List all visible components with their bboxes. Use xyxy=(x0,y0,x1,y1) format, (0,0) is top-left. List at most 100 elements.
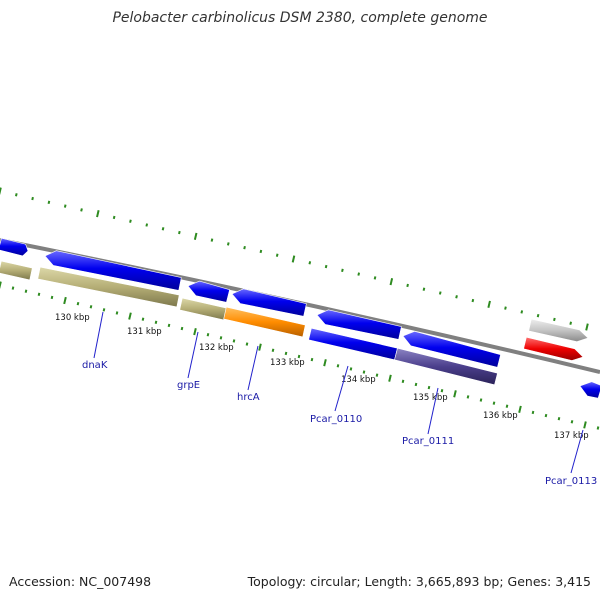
inner-tick-44 xyxy=(570,420,574,424)
inner-tick-37 xyxy=(479,398,483,402)
outer-tick-32 xyxy=(520,310,524,314)
inner-tick-25 xyxy=(323,359,327,367)
gene-leader-3 xyxy=(334,365,349,412)
accession-text: Accession: NC_007498 xyxy=(9,574,152,589)
feature-3 xyxy=(187,280,230,303)
inner-tick-41 xyxy=(531,410,535,415)
feature-7 xyxy=(579,381,600,399)
tick-label-5: 135 kbp xyxy=(413,393,448,403)
gene-label-1: grpE xyxy=(177,380,200,391)
map-title: Pelobacter carbinolicus DSM 2380, comple… xyxy=(112,10,488,26)
outer-tick-22 xyxy=(357,272,361,276)
inner-tick-34 xyxy=(440,389,444,393)
tick-label-1: 131 kbp xyxy=(127,327,162,337)
feature-6 xyxy=(402,330,501,368)
inner-tick-35 xyxy=(453,390,457,398)
feature-10 xyxy=(0,260,33,281)
tick-label-3: 133 kbp xyxy=(270,358,305,368)
inner-tick-19 xyxy=(245,342,249,346)
outer-tick-7 xyxy=(112,215,116,220)
outer-tick-11 xyxy=(178,230,181,235)
inner-tick-43 xyxy=(557,416,561,421)
outer-ticks xyxy=(0,187,589,331)
outer-tick-14 xyxy=(226,242,230,246)
tick-label-2: 132 kbp xyxy=(199,343,234,353)
inner-tick-11 xyxy=(141,317,145,321)
outer-tick-23 xyxy=(373,276,377,280)
outer-tick-33 xyxy=(536,313,540,318)
inner-tick-1 xyxy=(11,286,15,290)
inner-tick-5 xyxy=(63,296,67,305)
inner-tick-28 xyxy=(362,370,366,374)
inner-tick-29 xyxy=(375,373,379,377)
outer-tick-6 xyxy=(96,210,100,218)
feature-5 xyxy=(316,309,402,340)
feature-13 xyxy=(394,347,498,386)
inner-tick-16 xyxy=(206,333,210,337)
inner-tick-40 xyxy=(518,405,522,413)
feature-9 xyxy=(179,297,227,321)
gene-labels: dnaK grpE hrcA Pcar_0110 Pcar_0111 Pcar_0113 xyxy=(82,311,597,487)
inner-tick-8 xyxy=(102,308,106,312)
inner-tick-2 xyxy=(24,289,28,293)
inner-tick-45 xyxy=(583,421,587,429)
outer-tick-8 xyxy=(129,219,132,223)
inner-tick-10 xyxy=(128,312,132,320)
gene-leader-5 xyxy=(570,429,584,474)
tick-label-6: 136 kbp xyxy=(483,411,518,421)
inner-tick-0 xyxy=(0,281,2,289)
inner-tick-7 xyxy=(89,305,93,309)
gene-leader-0 xyxy=(93,311,104,359)
inner-tick-38 xyxy=(492,401,496,405)
inner-tick-39 xyxy=(505,404,509,408)
inner-tick-26 xyxy=(336,364,340,368)
outer-tick-25 xyxy=(406,283,409,288)
gene-leader-1 xyxy=(187,331,199,379)
gene-leader-2 xyxy=(247,345,259,391)
inner-tick-46 xyxy=(596,426,600,430)
inner-tick-42 xyxy=(544,413,548,418)
gene-label-5: Pcar_0113 xyxy=(545,476,597,487)
outer-tick-31 xyxy=(504,306,507,310)
outer-tick-30 xyxy=(487,300,491,308)
inner-tick-33 xyxy=(427,385,431,390)
outer-tick-26 xyxy=(422,287,426,291)
inner-tick-32 xyxy=(414,382,418,387)
gene-label-3: Pcar_0110 xyxy=(310,414,362,425)
inner-tick-9 xyxy=(115,311,119,315)
inner-tick-23 xyxy=(297,354,301,359)
outer-tick-0 xyxy=(0,187,2,195)
inner-tick-24 xyxy=(310,357,314,362)
inner-tick-22 xyxy=(284,351,288,356)
outer-tick-35 xyxy=(569,321,573,325)
outer-tick-28 xyxy=(455,295,458,299)
outer-tick-9 xyxy=(145,223,149,227)
outer-tick-15 xyxy=(243,245,246,250)
outer-tick-16 xyxy=(259,249,263,254)
outer-tick-36 xyxy=(585,323,589,331)
outer-tick-21 xyxy=(341,268,344,273)
inner-tick-15 xyxy=(193,327,197,336)
outer-tick-5 xyxy=(80,208,83,212)
inner-tick-13 xyxy=(167,323,171,328)
outer-tick-34 xyxy=(553,317,556,322)
outer-tick-29 xyxy=(471,298,475,303)
inner-tick-20 xyxy=(258,343,262,351)
outer-tick-12 xyxy=(193,232,198,240)
feature-2 xyxy=(44,250,182,291)
gene-label-2: hrcA xyxy=(237,392,260,403)
feature-15 xyxy=(523,336,584,361)
outer-tick-2 xyxy=(31,196,34,201)
outer-tick-17 xyxy=(275,253,279,257)
inner-tick-14 xyxy=(180,326,184,331)
outer-tick-10 xyxy=(161,227,165,231)
tick-label-4: 134 kbp xyxy=(341,375,376,385)
inner-tick-27 xyxy=(349,367,353,371)
inner-tick-3 xyxy=(37,292,41,297)
inner-ticks xyxy=(0,281,600,430)
inner-tick-4 xyxy=(50,295,54,300)
feature-11 xyxy=(223,306,306,338)
outer-tick-1 xyxy=(14,193,18,197)
feature-1 xyxy=(0,237,29,257)
feature-4 xyxy=(231,288,307,317)
